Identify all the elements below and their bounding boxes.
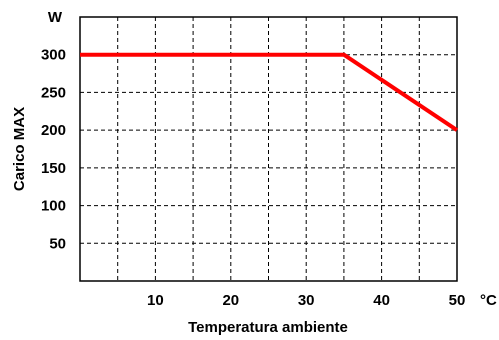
series-layer	[80, 52, 459, 132]
x-tick-label: 30	[298, 292, 315, 309]
y-tick-label: 250	[41, 84, 66, 101]
x-tick-labels: 10 20 30 40 50	[147, 292, 465, 309]
y-axis-unit: W	[48, 9, 63, 26]
plot-area-frame	[79, 16, 458, 282]
x-axis-unit: °C	[480, 292, 497, 309]
y-tick-label: 100	[41, 198, 66, 215]
x-tick-label: 20	[222, 292, 239, 309]
y-tick-labels: 50 100 150 200 250 300	[41, 47, 66, 253]
x-tick-label: 50	[449, 292, 466, 309]
series-line-0	[80, 52, 459, 132]
y-tick-label: 150	[41, 160, 66, 177]
x-tick-label: 10	[147, 292, 164, 309]
grid	[80, 17, 457, 281]
x-tick-label: 40	[373, 292, 390, 309]
x-axis-label: Temperatura ambiente	[188, 319, 348, 336]
y-tick-label: 300	[41, 47, 66, 64]
y-tick-label: 50	[49, 235, 66, 252]
y-tick-label: 200	[41, 122, 66, 139]
y-axis-label: Carico MAX	[11, 107, 28, 191]
